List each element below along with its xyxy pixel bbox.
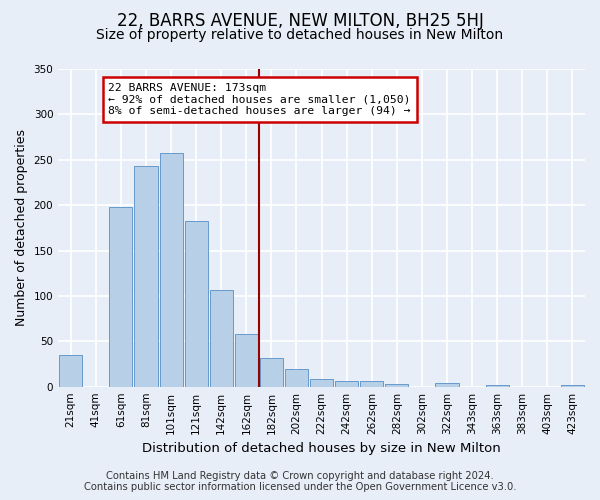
Bar — [385, 384, 409, 386]
Text: 22, BARRS AVENUE, NEW MILTON, BH25 5HJ: 22, BARRS AVENUE, NEW MILTON, BH25 5HJ — [116, 12, 484, 30]
Bar — [160, 154, 182, 386]
Bar — [436, 383, 458, 386]
Bar — [209, 290, 233, 386]
Bar — [285, 370, 308, 386]
Text: Contains HM Land Registry data © Crown copyright and database right 2024.
Contai: Contains HM Land Registry data © Crown c… — [84, 471, 516, 492]
Bar — [109, 207, 133, 386]
Text: Size of property relative to detached houses in New Milton: Size of property relative to detached ho… — [97, 28, 503, 42]
X-axis label: Distribution of detached houses by size in New Milton: Distribution of detached houses by size … — [142, 442, 501, 455]
Bar — [260, 358, 283, 386]
Y-axis label: Number of detached properties: Number of detached properties — [15, 130, 28, 326]
Text: 22 BARRS AVENUE: 173sqm
← 92% of detached houses are smaller (1,050)
8% of semi-: 22 BARRS AVENUE: 173sqm ← 92% of detache… — [109, 82, 411, 116]
Bar — [59, 355, 82, 386]
Bar — [561, 385, 584, 386]
Bar — [310, 378, 333, 386]
Bar — [185, 220, 208, 386]
Bar — [235, 334, 258, 386]
Bar — [134, 166, 158, 386]
Bar — [360, 381, 383, 386]
Bar — [335, 381, 358, 386]
Bar — [485, 385, 509, 386]
